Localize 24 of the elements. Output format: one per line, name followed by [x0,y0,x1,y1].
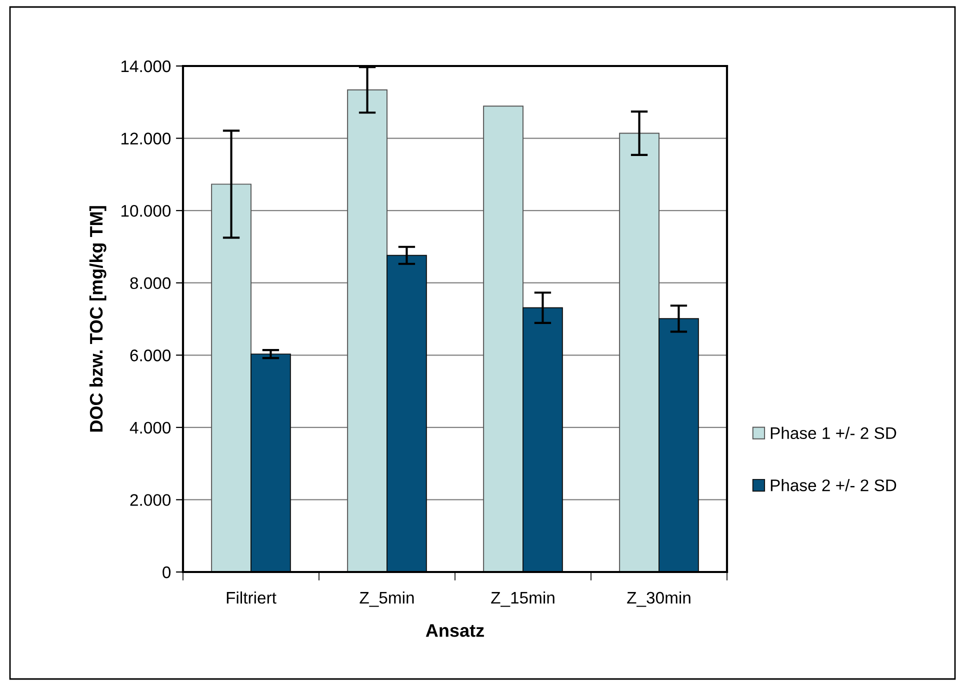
y-tick-label: 8.000 [130,277,171,290]
y-tick-label: 6.000 [130,350,171,362]
x-tick-label: Z_5min [360,591,414,607]
bar [522,307,563,572]
bar [386,254,427,572]
bar [658,318,699,572]
x-tick-label: Z_30min [627,591,690,607]
bar [619,132,660,572]
y-tick-label: 2.000 [130,494,171,506]
y-tick-label: 12.000 [121,132,171,144]
bar [483,106,524,572]
x-tick-label: Filtriert [226,591,276,604]
bar [347,89,388,572]
y-tick-label: 14.000 [121,60,171,72]
legend-label: Phase 2 +/- 2 SD [770,479,896,492]
y-tick-label: 4.000 [130,422,171,434]
y-tick-label: 10.000 [121,204,171,217]
bar [211,184,252,572]
y-axis-title: DOC bzw. TOC [mg/kg TM] [89,206,106,432]
x-axis-title: Ansatz [426,624,484,637]
x-tick-label: Z_15min [491,591,554,607]
bar [250,354,291,572]
y-tick-label: 0 [162,566,171,578]
legend-label: Phase 1 +/- 2 SD [770,426,896,440]
